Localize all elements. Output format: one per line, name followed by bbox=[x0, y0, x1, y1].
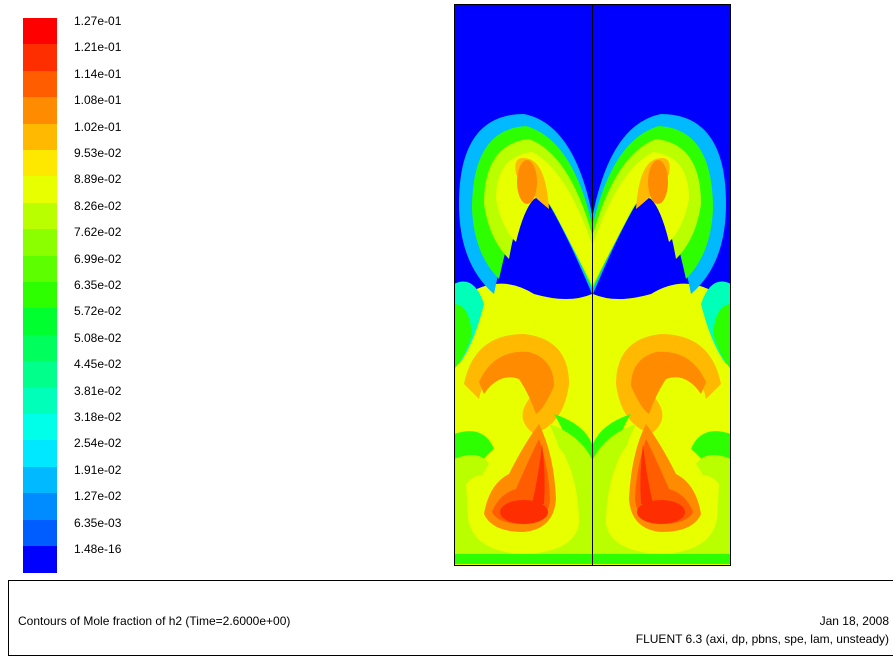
colorbar-tick-label: 8.26e-02 bbox=[74, 198, 122, 213]
colorbar-tick-label: 1.02e-01 bbox=[74, 119, 122, 134]
colorbar-swatch bbox=[23, 255, 57, 283]
colorbar-tick-label: 9.53e-02 bbox=[74, 146, 122, 160]
colorbar-tick-label: 7.62e-02 bbox=[74, 225, 122, 240]
contour-plot-svg bbox=[454, 4, 731, 566]
colorbar-swatch bbox=[23, 546, 57, 573]
caption-solver: FLUENT 6.3 (axi, dp, pbns, spe, lam, uns… bbox=[635, 632, 889, 646]
colorbar-legend: 1.27e-01 1.21e-01 1.14e-01 1.08e-01 1.02e-01… bbox=[0, 0, 200, 573]
colorbar-swatch bbox=[23, 493, 57, 521]
colorbar-swatch bbox=[23, 44, 57, 72]
colorbar-tick-label: 1.27e-02 bbox=[74, 489, 122, 504]
colorbar-tick-label: 1.91e-02 bbox=[74, 462, 122, 477]
caption-box: Contours of Mole fraction of h2 (Time=2.… bbox=[8, 580, 893, 656]
colorbar-swatch bbox=[23, 202, 57, 230]
colorbar-tick-label: 2.54e-02 bbox=[74, 436, 122, 451]
colorbar-tick-label: 3.81e-02 bbox=[74, 383, 122, 398]
colorbar-tick-label: 6.35e-02 bbox=[74, 278, 122, 292]
colorbar-swatch bbox=[23, 414, 57, 441]
colorbar-tick-label: 5.08e-02 bbox=[74, 330, 122, 345]
colorbar-tick-label: 1.21e-01 bbox=[74, 40, 122, 55]
caption-text: Contours of Mole fraction of h2 (Time=2.… bbox=[18, 614, 291, 628]
plot-border bbox=[454, 4, 731, 566]
colorbar-swatch bbox=[23, 229, 57, 257]
colorbar-tick-label: 5.72e-02 bbox=[74, 304, 122, 319]
colorbar-tick-label: 1.27e-01 bbox=[74, 14, 122, 28]
colorbar-swatch bbox=[23, 334, 57, 362]
colorbar-tick-label: 1.14e-01 bbox=[74, 66, 122, 81]
colorbar-swatch bbox=[23, 123, 57, 151]
caption-date: Jan 18, 2008 bbox=[819, 614, 889, 628]
colorbar-swatch bbox=[23, 70, 57, 98]
colorbar-swatch bbox=[23, 176, 57, 204]
colorbar-swatch bbox=[23, 18, 57, 45]
colorbar-tick-label: 1.48e-16 bbox=[74, 542, 122, 556]
colorbar-swatch bbox=[23, 282, 57, 309]
colorbar-swatch bbox=[23, 361, 57, 389]
colorbar-swatch bbox=[23, 440, 57, 468]
colorbar-swatch bbox=[23, 387, 57, 415]
colorbar-swatch bbox=[23, 519, 57, 547]
colorbar-swatch bbox=[23, 150, 57, 177]
colorbar-swatch bbox=[23, 466, 57, 494]
colorbar-swatch bbox=[23, 308, 57, 336]
contour-plot bbox=[454, 4, 731, 566]
colorbar-swatch bbox=[23, 97, 57, 125]
colorbar-tick-label: 8.89e-02 bbox=[74, 172, 122, 187]
colorbar-tick-label: 6.99e-02 bbox=[74, 251, 122, 266]
colorbar-tick-label: 6.35e-03 bbox=[74, 515, 122, 530]
colorbar-tick-label: 4.45e-02 bbox=[74, 357, 122, 372]
colorbar-tick-label: 3.18e-02 bbox=[74, 410, 122, 424]
colorbar-tick-label: 1.08e-01 bbox=[74, 93, 122, 108]
